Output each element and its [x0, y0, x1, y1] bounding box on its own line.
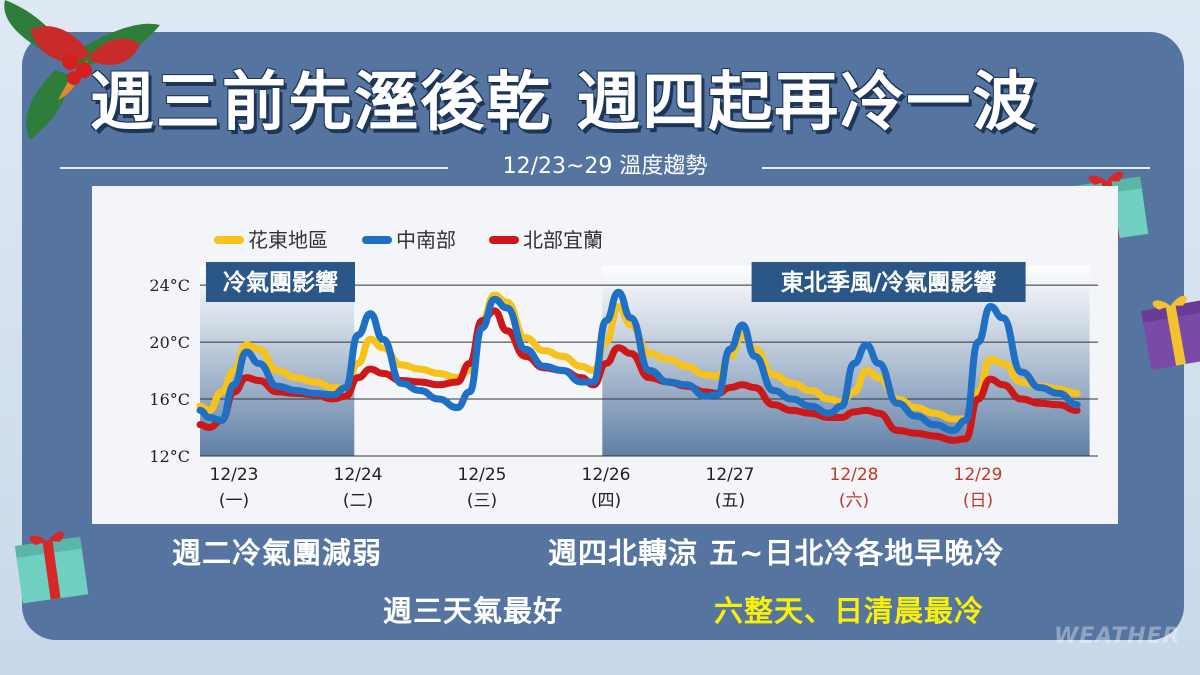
x-tick-date: 12/27	[706, 465, 755, 485]
y-tick-label: 16°C	[149, 390, 190, 409]
x-tick-weekday: (二)	[343, 491, 373, 511]
y-tick-label: 20°C	[149, 333, 190, 352]
x-tick-date: 12/28	[830, 465, 879, 485]
x-tick-weekday: (四)	[591, 491, 621, 511]
temperature-chart: 12°C 16°C 20°C 24°C 冷氣團影響 東北季風/冷氣團影響 12/23 (一) 1…	[149, 228, 1098, 511]
x-tick-date: 12/23	[210, 465, 259, 485]
legend-label: 北部宜蘭	[523, 228, 603, 252]
legend-item: 北部宜蘭	[489, 228, 603, 252]
region-label-bg	[206, 262, 355, 302]
x-tick-weekday: (五)	[715, 491, 745, 511]
headline: 週三前先溼後乾 週四起再冷一波	[90, 66, 1039, 140]
region-label: 冷氣團影響	[206, 262, 355, 302]
y-tick-label: 24°C	[149, 276, 190, 295]
legend-item: 中南部	[362, 228, 456, 252]
x-tick-date: 12/25	[458, 465, 507, 485]
watermark: WEATHER	[1054, 624, 1181, 649]
chart-title: 12/23~29 溫度趨勢	[502, 154, 708, 179]
x-tick-weekday: (日)	[963, 491, 993, 511]
region-label-text: 東北季風/冷氣團影響	[781, 269, 996, 296]
x-tick-date: 12/26	[582, 465, 631, 485]
note-coldest: 六整天、日清晨最冷	[714, 594, 985, 628]
series-line-3	[196, 307, 1081, 444]
legend-label: 中南部	[396, 228, 456, 252]
note-thursday: 週四北轉涼 五~日北冷各地早晚冷	[548, 536, 1005, 570]
region-label-text: 冷氣團影響	[223, 269, 338, 296]
x-tick-weekday: (六)	[839, 491, 869, 511]
x-tick-date: 12/29	[954, 465, 1003, 485]
divider-right	[762, 167, 1150, 169]
x-tick-date: 12/24	[334, 465, 383, 485]
region-label-bg	[751, 262, 1026, 302]
x-tick-weekday: (三)	[467, 491, 497, 511]
region-label: 東北季風/冷氣團影響	[751, 262, 1026, 302]
y-tick-label: 12°C	[149, 447, 190, 466]
chart-card: 12°C 16°C 20°C 24°C 冷氣團影響 東北季風/冷氣團影響 12/23 (一) 1…	[92, 186, 1118, 524]
series-line-2	[196, 288, 1081, 434]
legend-item: 花東地區	[214, 228, 328, 252]
legend-label: 花東地區	[248, 228, 328, 252]
divider-left	[60, 167, 448, 169]
note-wednesday: 週三天氣最好	[383, 594, 564, 628]
x-tick-weekday: (一)	[219, 491, 249, 511]
note-tuesday: 週二冷氣團減弱	[172, 536, 383, 570]
